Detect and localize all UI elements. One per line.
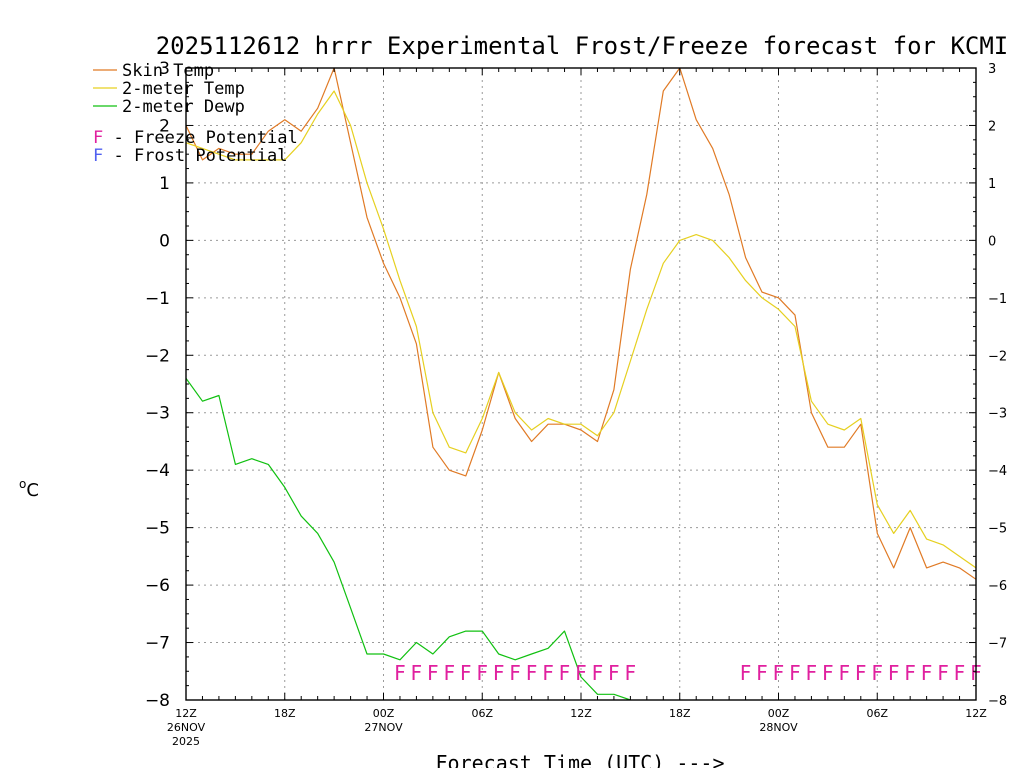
plot-axes [185,67,977,701]
y-tick-label-left: 2 [159,116,170,136]
y-tick-label-right: −3 [988,407,1007,422]
x-tick-label: 06Z [866,707,888,720]
legend-marker-0: F - Freeze Potential [93,128,298,148]
legend-marker-1: F - Frost Potential [93,146,287,166]
freeze-marker: F [542,661,554,685]
freeze-marker: F [904,661,916,685]
freeze-marker: F [526,661,538,685]
y-tick-labels: 3 3 2 2 1 1 0 0 −1 −1 −2 −2 −3 −3 −4 −4 −5 −5 −6 −6 −7 −7 −8 −8 [145,59,1007,711]
freeze-marker: F [954,661,966,685]
y-axis-unit: C [26,480,39,501]
freeze-marker: F [937,661,949,685]
y-tick-label-right: −1 [988,292,1007,307]
freeze-marker: F [740,661,752,685]
freeze-marker: F [444,661,456,685]
legend-marker-text: - Freeze Potential [103,128,297,148]
y-tick-label-right: 2 [988,119,996,134]
legend-marker-symbol: F [93,146,103,166]
plot-frame [185,67,977,701]
y-tick-label-left: 0 [159,231,170,251]
x-tick-year: 2025 [172,735,200,748]
series-line-2-meter-dewp [186,377,633,700]
y-axis-label: oC [19,477,39,501]
y-tick-label-right: −6 [988,579,1007,594]
freeze-marker: F [592,661,604,685]
freeze-marker: F [608,661,620,685]
x-axis-label: Forecast Time (UTC) ---> [436,751,725,768]
x-tick-label: 12Z [965,707,987,720]
freeze-marker: F [509,661,521,685]
y-tick-label-right: −5 [988,522,1007,537]
freeze-marker: F [822,661,834,685]
legend-label-2-meter-dewp: 2-meter Dewp [122,97,245,117]
y-tick-label-right: −2 [988,349,1007,364]
x-tick-date: 26NOV [167,721,206,734]
y-tick-label-right: 1 [988,177,996,192]
freeze-marker: F [789,661,801,685]
y-tick-label-left: −1 [145,289,170,309]
legend-marker-symbol: F [93,128,103,148]
freeze-marker: F [476,661,488,685]
x-tick-label: 12Z [175,707,197,720]
series-layer [186,68,976,700]
x-tick-label: 12Z [570,707,592,720]
freeze-marker: F [806,661,818,685]
y-tick-label-right: 3 [988,62,996,77]
freeze-marker: F [575,661,587,685]
legend-marker-text: - Frost Potential [103,146,287,166]
series-line-skin-temp [186,68,976,580]
x-tick-date: 28NOV [759,721,798,734]
y-tick-label-left: −8 [145,691,170,711]
freeze-marker: F [839,661,851,685]
freeze-marker: F [493,661,505,685]
freeze-marker: F [460,661,472,685]
freeze-marker: F [427,661,439,685]
y-axis-degree: o [19,477,26,491]
x-tick-label: 00Z [768,707,790,720]
freeze-marker: F [855,661,867,685]
y-tick-label-left: 1 [159,174,170,194]
y-tick-label-right: −7 [988,637,1007,652]
y-tick-label-left: −5 [145,519,170,539]
freeze-marker: F [773,661,785,685]
y-tick-label-left: −4 [145,461,170,481]
freeze-marker: F [888,661,900,685]
y-tick-label-right: 0 [988,234,996,249]
y-tick-label-left: −2 [145,346,170,366]
grid-lines [186,68,976,700]
freeze-marker: F [871,661,883,685]
freeze-marker: F [411,661,423,685]
y-tick-label-left: 3 [159,59,170,79]
legend-label-skin-temp: Skin Temp [122,61,214,81]
freeze-marker: F [625,661,637,685]
y-tick-label-left: −7 [145,634,170,654]
y-tick-label-left: −3 [145,404,170,424]
y-tick-label-right: −4 [988,464,1007,479]
freeze-marker: F [394,661,406,685]
y-tick-label-left: −6 [145,576,170,596]
x-tick-label: 06Z [471,707,493,720]
chart-title: 2025112612 hrrr Experimental Frost/Freez… [156,32,1009,60]
x-tick-date: 27NOV [364,721,403,734]
x-tick-label: 18Z [669,707,691,720]
series-line-2-meter-temp [186,90,976,569]
freeze-marker: F [921,661,933,685]
x-tick-label: 18Z [274,707,296,720]
freeze-marker: F [756,661,768,685]
y-tick-label-right: −8 [988,694,1007,709]
legend-label-2-meter-temp: 2-meter Temp [122,79,245,99]
x-tick-label: 00Z [373,707,395,720]
freeze-marker: F [559,661,571,685]
